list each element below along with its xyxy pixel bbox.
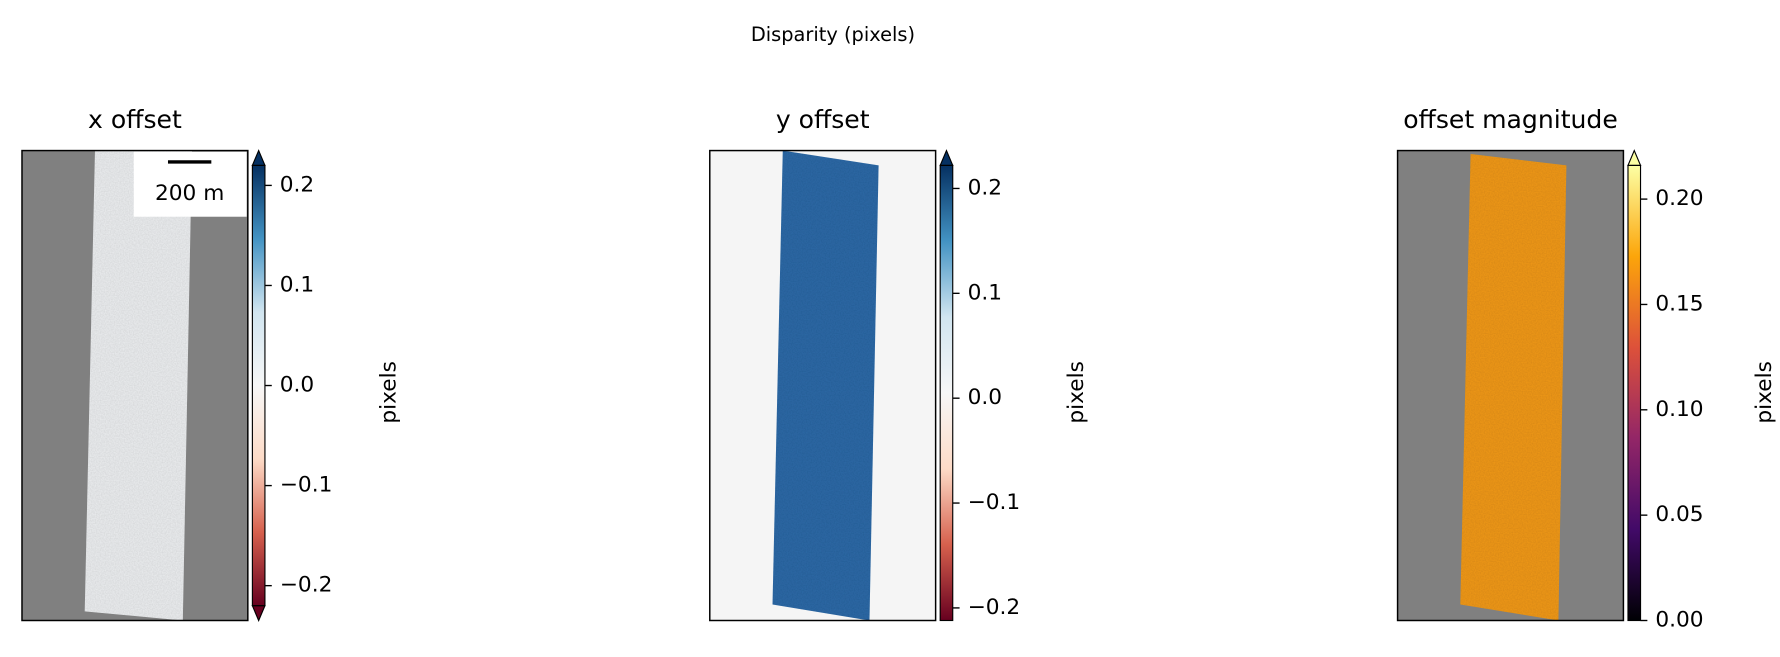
colorbar-extend-max — [939, 149, 954, 166]
colorbar-tick-label: 0.1 — [280, 272, 314, 297]
colorbar-frame — [1627, 164, 1642, 622]
colorbar-tick-label: 0.15 — [1655, 291, 1703, 316]
colorbar-frame — [939, 164, 954, 622]
image-strip — [84, 150, 192, 621]
axes-frame — [709, 149, 937, 622]
colorbar-extend-min — [251, 605, 266, 622]
colorbar-tick-label: 0.10 — [1655, 397, 1703, 422]
colorbar-tick-label: 0.0 — [280, 373, 314, 398]
colorbar-tick-label: 0.0 — [968, 385, 1002, 410]
colorbar-tick-label: 0.1 — [968, 280, 1002, 305]
image-strip — [1460, 153, 1567, 621]
panel-title: x offset — [88, 105, 182, 134]
figure-title: Disparity (pixels) — [751, 23, 915, 46]
colorbar-tick-label: 0.20 — [1655, 186, 1703, 211]
colorbar — [252, 165, 265, 606]
colorbar-tick-label: −0.1 — [280, 473, 333, 498]
colorbar-tick-label: −0.1 — [968, 490, 1021, 515]
panel-title: offset magnitude — [1403, 105, 1618, 134]
colorbar-label: pixels — [1064, 361, 1089, 424]
colorbar-extend-max — [1627, 149, 1642, 166]
image-strip — [772, 150, 879, 621]
colorbar-extend-max — [251, 149, 266, 166]
colorbar-label: pixels — [1752, 361, 1777, 424]
panel-title: y offset — [776, 105, 870, 134]
scalebar-label: 200 m — [155, 181, 224, 206]
axes-frame — [21, 149, 249, 622]
colorbar-tick-label: −0.2 — [968, 595, 1021, 620]
colorbar-tick-label: 0.05 — [1655, 502, 1703, 527]
colorbar-tick-label: 0.2 — [968, 175, 1002, 200]
colorbar-tick-label: 0.2 — [280, 172, 314, 197]
colorbar — [940, 165, 953, 621]
colorbar — [1627, 165, 1641, 621]
axes-frame — [1396, 149, 1625, 622]
colorbar-tick-label: −0.2 — [280, 573, 333, 598]
colorbar-label: pixels — [376, 361, 401, 424]
colorbar-tick-label: 0.00 — [1655, 608, 1703, 633]
